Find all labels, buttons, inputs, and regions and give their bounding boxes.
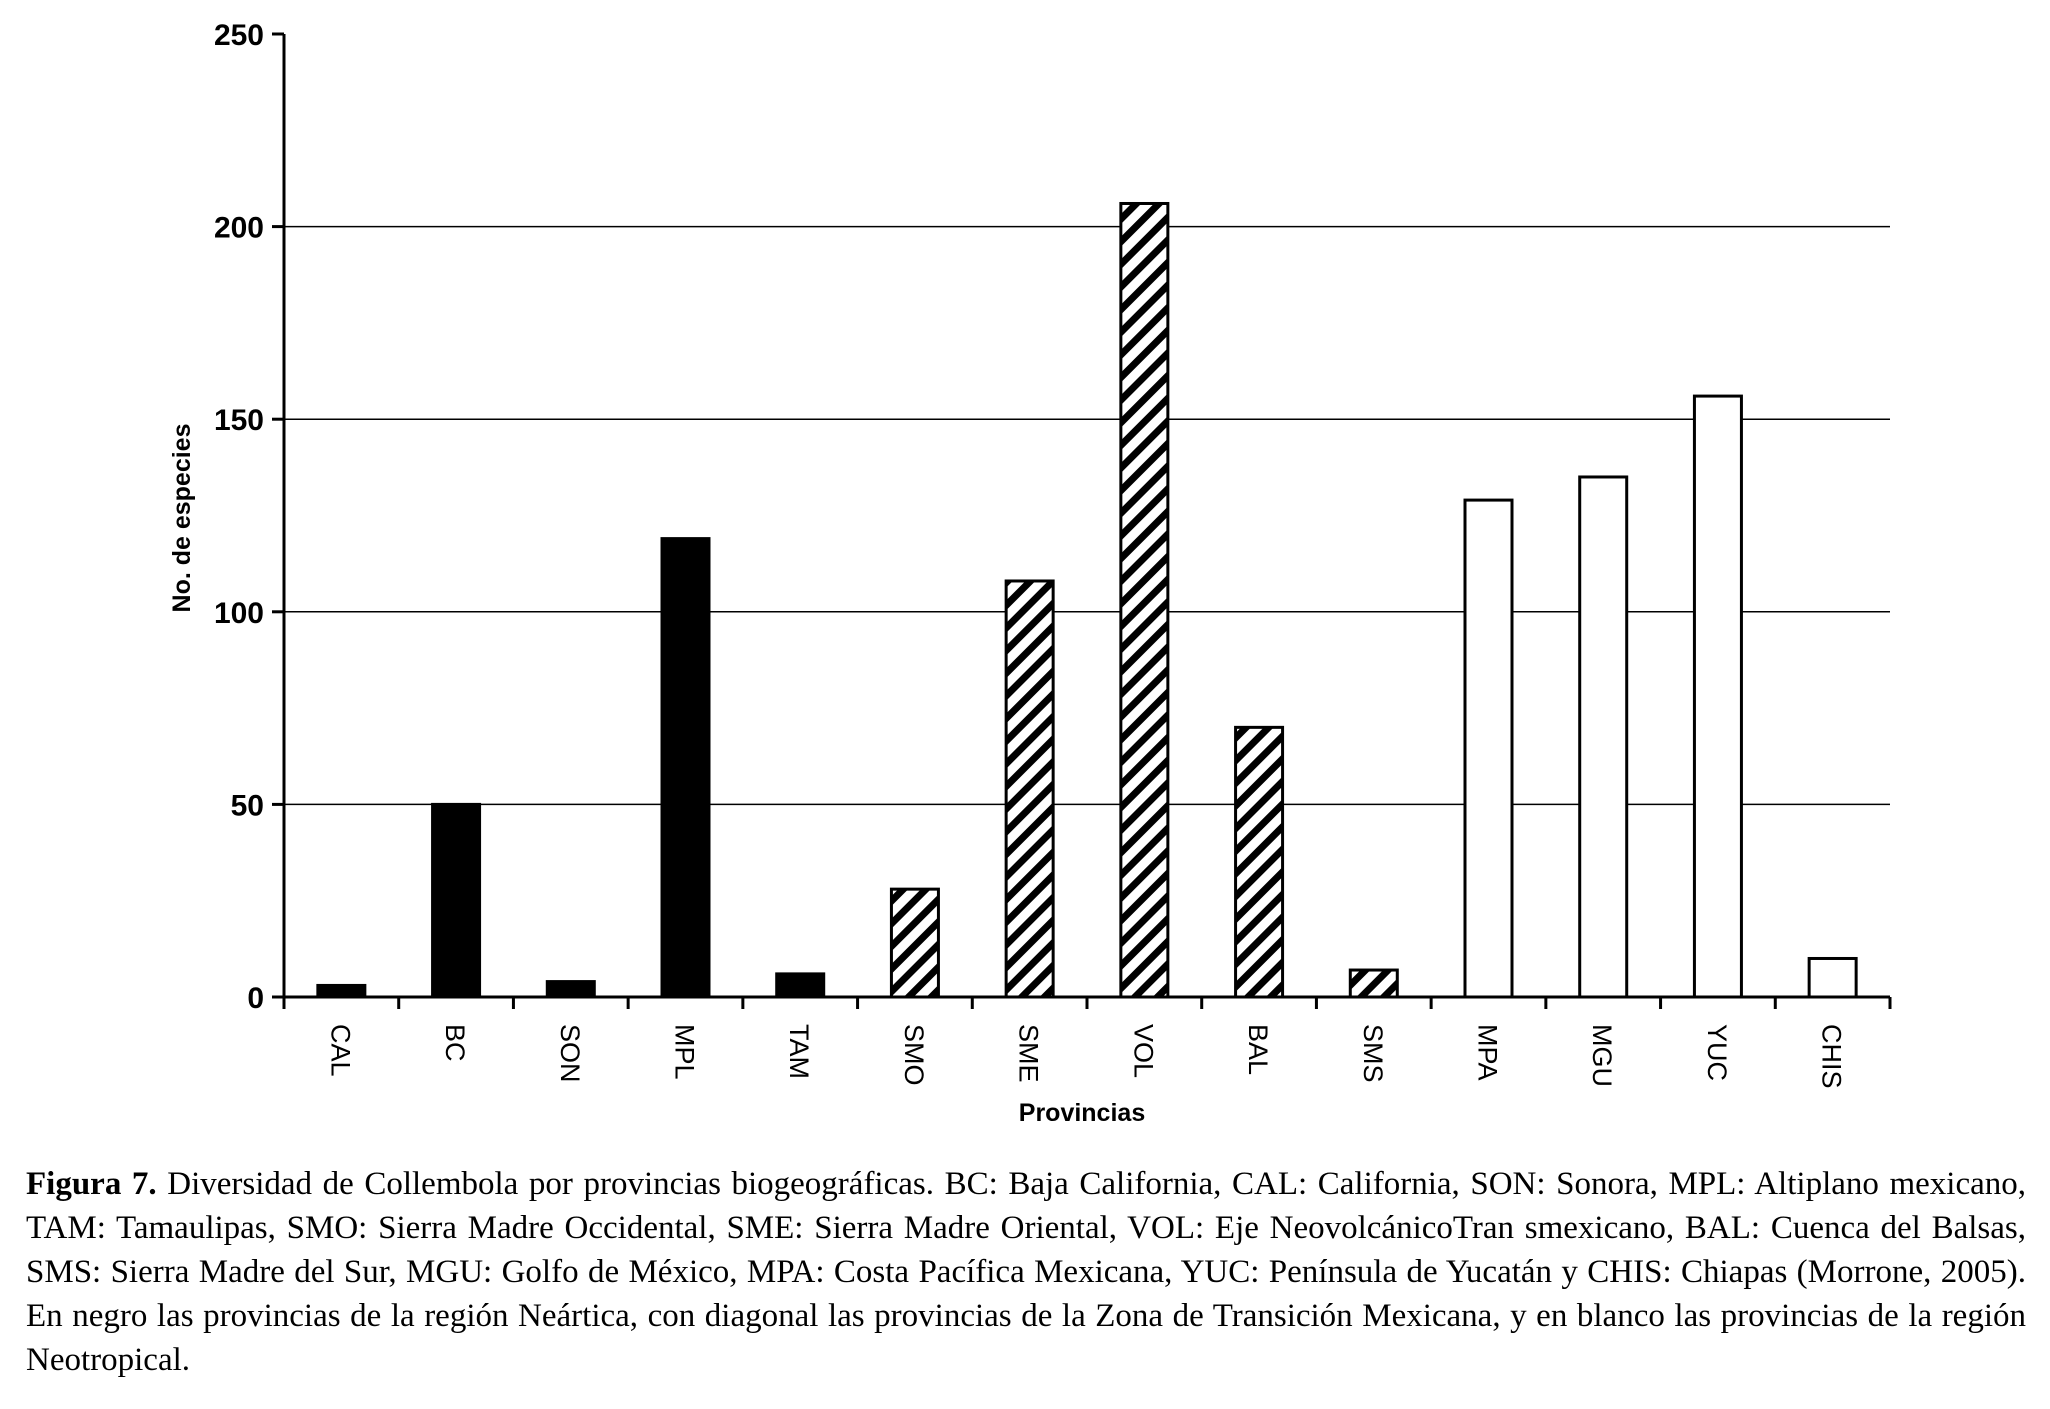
bar-sms: [1348, 968, 1399, 999]
x-tick-label-vol: VOL: [1128, 1024, 1158, 1078]
y-tick-label-250: 250: [214, 19, 264, 52]
bar-tam: [775, 972, 826, 999]
x-tick-label-smo: SMO: [899, 1024, 929, 1086]
bar-mgu: [1578, 475, 1629, 999]
bar-bc: [431, 802, 482, 999]
x-tick-label-yuc: YUC: [1702, 1024, 1732, 1081]
x-tick-label-bc: BC: [440, 1024, 470, 1062]
axes: [272, 32, 1892, 1009]
x-tick-label-mpl: MPL: [670, 1024, 700, 1080]
y-tick-label-0: 0: [247, 982, 264, 1015]
bars: [316, 201, 1858, 999]
y-tick-label-100: 100: [214, 597, 264, 630]
y-tick-labels: 0 50 100 150 200 250: [214, 19, 264, 1015]
figure-caption: Figura 7. Diversidad de Collembola por p…: [26, 1162, 2026, 1382]
bar-smo: [889, 887, 940, 999]
bar-vol: [1119, 201, 1170, 999]
x-tick-label-sms: SMS: [1358, 1024, 1388, 1083]
caption-label: Figura 7.: [26, 1166, 157, 1202]
x-tick-label-son: SON: [555, 1024, 585, 1083]
bar-chart: 0 50 100 150 200 250 CAL BC SON MPL TAM SMO SME VOL B…: [168, 19, 1892, 1127]
bar-bal: [1234, 725, 1285, 999]
x-tick-label-mpa: MPA: [1473, 1024, 1503, 1081]
y-axis-title: No. de especies: [168, 424, 196, 613]
x-tick-labels: CAL BC SON MPL TAM SMO SME VOL BAL SMS MPA MGU YUC CH…: [325, 1024, 1846, 1089]
bar-mpl: [660, 537, 711, 999]
bar-chis: [1807, 956, 1858, 999]
x-tick-label-sme: SME: [1014, 1024, 1044, 1083]
x-tick-label-cal: CAL: [325, 1024, 355, 1077]
x-axis-title: Provincias: [1019, 1099, 1145, 1127]
bar-sme: [1004, 579, 1055, 999]
x-tick-label-mgu: MGU: [1587, 1024, 1617, 1087]
gridlines: [284, 225, 1890, 806]
y-tick-label-150: 150: [214, 404, 264, 437]
caption-text: Diversidad de Collembola por provincias …: [26, 1166, 2026, 1378]
x-tick-label-bal: BAL: [1243, 1024, 1273, 1075]
bar-yuc: [1692, 394, 1743, 999]
bar-cal: [316, 983, 367, 999]
y-tick-label-50: 50: [231, 789, 264, 822]
x-tick-label-chis: CHIS: [1817, 1024, 1847, 1089]
y-tick-label-200: 200: [214, 212, 264, 245]
bar-son: [545, 980, 596, 999]
x-tick-label-tam: TAM: [784, 1024, 814, 1079]
bar-mpa: [1463, 498, 1514, 999]
